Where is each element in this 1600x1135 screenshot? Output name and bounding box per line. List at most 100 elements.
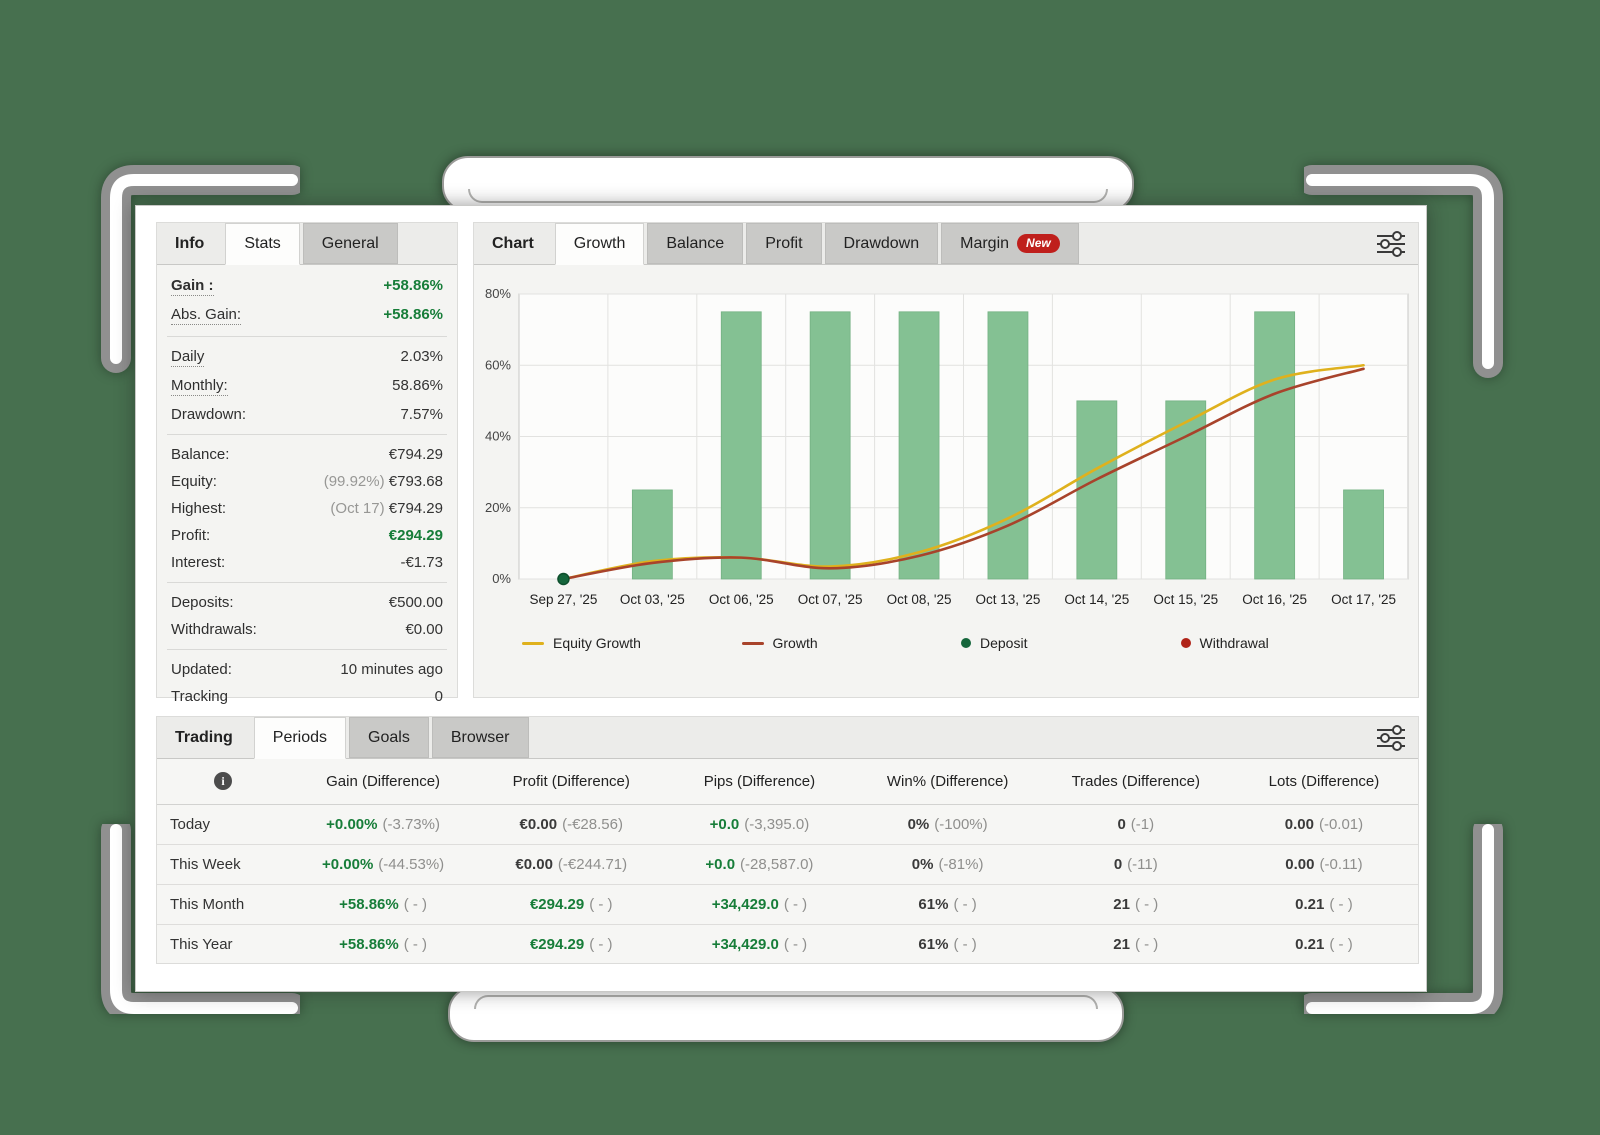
- tab-general[interactable]: General: [302, 223, 398, 264]
- stat-label: Balance:: [171, 446, 230, 463]
- cell-value: 0%: [911, 856, 934, 873]
- cell-difference: (-28,587.0): [740, 856, 814, 873]
- column-header-profit-difference: Profit (Difference): [512, 772, 630, 790]
- svg-text:20%: 20%: [485, 500, 511, 515]
- cell-difference: (-0.11): [1319, 856, 1363, 873]
- tab-label: Drawdown: [843, 234, 920, 252]
- cell-value: 0%: [907, 816, 930, 833]
- chart-legend: Equity Growth Growth Deposit Withdrawal: [522, 635, 1400, 651]
- legend-item-growth[interactable]: Growth: [741, 635, 962, 651]
- stats-list: Gain : +58.86% Abs. Gain: +58.86% Daily 2.03%…: [157, 265, 457, 717]
- corner-bracket-top-left: [101, 165, 300, 373]
- table-cell: +58.86%( - ): [289, 936, 477, 953]
- stats-row-highest: Highest: (Oct 17) €794.29: [157, 495, 457, 522]
- new-badge: New: [1017, 234, 1060, 253]
- stat-label: Deposits:: [171, 594, 234, 611]
- divider: [167, 434, 447, 435]
- table-cell: 61%( - ): [854, 936, 1042, 953]
- device-frame-top-line: [468, 189, 1108, 203]
- table-header-corner: i: [157, 772, 289, 790]
- tab-label: Growth: [573, 235, 626, 252]
- info-icon[interactable]: i: [214, 772, 232, 790]
- cell-value: +58.86%: [339, 896, 399, 913]
- growth-chart[interactable]: 0% 20% 40% 60% 80% Sep 27, '25 Oct 03, '25 Oct …: [474, 264, 1418, 616]
- cell-difference: (-3.73%): [382, 816, 440, 833]
- withdrawal-marker-icon: [1180, 638, 1191, 648]
- svg-text:Oct 16, '25: Oct 16, '25: [1242, 592, 1307, 607]
- cell-difference: (-44.53%): [378, 856, 445, 873]
- svg-text:Oct 03, '25: Oct 03, '25: [620, 592, 685, 607]
- tab-drawdown[interactable]: Drawdown: [824, 223, 939, 264]
- tab-profit[interactable]: Profit: [746, 223, 822, 264]
- chart-panel: Chart Growth Balance Profit Drawdown Margin Ne…: [473, 222, 1419, 698]
- cell-value: 0.21: [1295, 936, 1325, 953]
- stat-label: Drawdown:: [171, 406, 247, 423]
- tab-stats[interactable]: Stats: [225, 223, 300, 265]
- legend-item-deposit[interactable]: Deposit: [961, 635, 1181, 651]
- legend-label: Equity Growth: [553, 635, 641, 651]
- table-cell: +58.86%( - ): [289, 896, 477, 913]
- row-label: This Year: [170, 936, 233, 953]
- tab-growth[interactable]: Growth: [554, 223, 645, 265]
- cell-value: €0.00: [519, 816, 558, 833]
- cell-difference: ( - ): [1134, 896, 1159, 913]
- legend-item-equity-growth[interactable]: Equity Growth: [522, 635, 742, 651]
- cell-difference: ( - ): [589, 896, 613, 913]
- divider: [167, 336, 447, 337]
- growth-marker-icon: [741, 641, 764, 645]
- tab-trading[interactable]: Trading: [157, 717, 251, 758]
- stats-row-profit: Profit: €294.29: [157, 522, 457, 549]
- stat-value: €294.29: [388, 527, 443, 544]
- cell-difference: ( - ): [1134, 936, 1159, 953]
- cell-value: +0.00%: [326, 816, 378, 833]
- filter-sliders-icon[interactable]: [1376, 231, 1406, 257]
- corner-bracket-bottom-right: [1304, 824, 1503, 1014]
- legend-label: Withdrawal: [1199, 635, 1269, 651]
- table-cell: 0.00 (-0.01): [1230, 816, 1418, 833]
- cell-difference: (-€244.71): [557, 856, 628, 873]
- stat-value-note: (Oct 17): [330, 500, 389, 517]
- svg-text:0%: 0%: [492, 571, 511, 586]
- stats-row-drawdown: Drawdown: 7.57%: [157, 401, 457, 428]
- tab-goals[interactable]: Goals: [349, 717, 429, 758]
- stats-panel-tabbar: Info Stats General: [157, 223, 457, 265]
- stat-value: €794.29: [388, 446, 443, 463]
- cell-value: €0.00: [515, 856, 553, 873]
- tab-label: Chart: [492, 234, 534, 252]
- divider: [167, 582, 447, 583]
- device-frame-bottom-line: [474, 995, 1098, 1009]
- tab-balance[interactable]: Balance: [647, 223, 744, 264]
- tab-info[interactable]: Info: [157, 223, 222, 264]
- stat-value: 7.57%: [400, 406, 443, 423]
- legend-item-withdrawal[interactable]: Withdrawal: [1180, 635, 1401, 651]
- cell-value: 0: [1113, 856, 1123, 873]
- stat-label: Highest:: [171, 500, 227, 517]
- cell-difference: (-11): [1127, 856, 1158, 873]
- stat-value: 58.86%: [392, 377, 443, 394]
- stat-value: (Oct 17) €794.29: [330, 500, 443, 517]
- stat-value: -€1.73: [400, 554, 443, 571]
- cell-value: +58.86%: [339, 936, 399, 953]
- column-header-trades-difference: Trades (Difference): [1071, 772, 1200, 790]
- legend-label: Growth: [772, 635, 818, 651]
- table-row-this-month: This Month +58.86%( - ) €294.29( - ) +34,42…: [157, 885, 1418, 925]
- tab-periods[interactable]: Periods: [253, 717, 347, 759]
- filter-sliders-icon[interactable]: [1376, 725, 1406, 751]
- stats-row-gain: Gain : +58.86%: [157, 272, 457, 301]
- cell-value: €294.29: [529, 936, 585, 953]
- stat-value: 10 minutes ago: [340, 661, 443, 678]
- tab-chart[interactable]: Chart: [474, 223, 552, 264]
- table-header-row: i Gain (Difference) Profit (Difference) Pip…: [157, 758, 1418, 805]
- table-row-this-week: This Week +0.00% (-44.53%) €0.00 (-€244.71) +…: [157, 845, 1418, 885]
- tab-browser[interactable]: Browser: [431, 717, 529, 758]
- cell-value: +0.0: [705, 856, 736, 873]
- chart-panel-tabbar: Chart Growth Balance Profit Drawdown Margin Ne…: [474, 223, 1418, 265]
- divider: [167, 649, 447, 650]
- tab-label: Profit: [765, 234, 803, 252]
- device-frame-top: [442, 156, 1134, 212]
- tab-margin[interactable]: Margin New: [941, 223, 1079, 264]
- cell-value: 0: [1117, 816, 1126, 833]
- cell-difference: (-3,395.0): [744, 816, 810, 833]
- table-cell: 21( - ): [1042, 896, 1230, 913]
- widget-card: Info Stats General Gain : +58.86% Abs. Gain:…: [135, 205, 1427, 992]
